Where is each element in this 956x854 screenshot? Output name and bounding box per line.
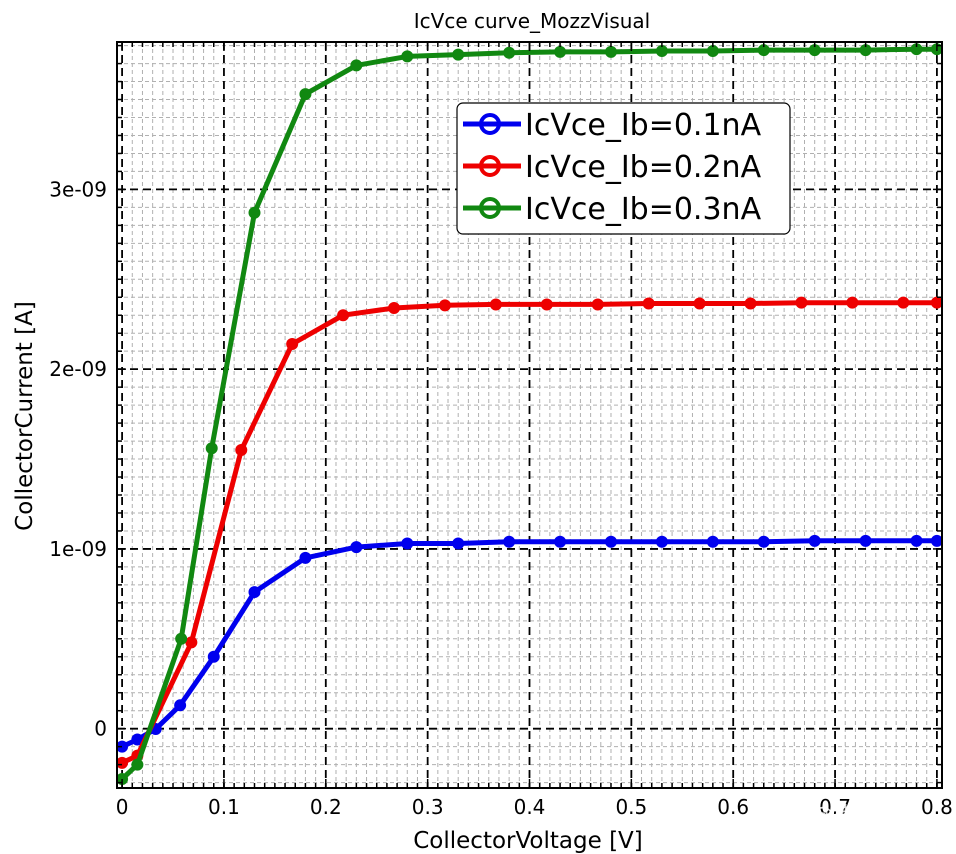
legend-swatch-marker [479, 197, 501, 219]
data-point [401, 537, 414, 550]
data-point [910, 534, 923, 547]
data-point [337, 309, 350, 322]
series-3 [116, 43, 943, 786]
data-point [175, 632, 188, 645]
plot-frame [116, 41, 943, 789]
x-tick-label: 0.8 [921, 795, 953, 819]
data-point [744, 297, 757, 310]
y-tick-label: 1e-09 [49, 537, 107, 561]
x-tick-label: 0.4 [514, 795, 546, 819]
data-point [706, 44, 719, 57]
legend-label: IcVce_Ib=0.2nA [525, 150, 762, 185]
data-point [554, 535, 567, 548]
data-point [930, 534, 943, 547]
data-point [388, 302, 401, 315]
data-point [452, 48, 465, 61]
data-point [604, 45, 617, 58]
data-point [489, 298, 502, 311]
x-tick-label: 0.5 [615, 795, 647, 819]
legend-swatch-marker [479, 113, 501, 135]
data-point [205, 442, 218, 455]
data-point [808, 534, 821, 547]
data-point [795, 296, 808, 309]
data-point [897, 296, 910, 309]
data-point [174, 699, 187, 712]
data-point [452, 537, 465, 550]
series-line [119, 538, 940, 750]
x-tick-label: 0 [116, 795, 129, 819]
data-point [286, 337, 299, 350]
data-point [642, 297, 655, 310]
x-tick-label: 0.1 [208, 795, 240, 819]
data-point [131, 758, 144, 771]
data-point [299, 551, 312, 564]
data-point [757, 535, 770, 548]
data-point [554, 45, 567, 58]
chart-title: IcVce curve_MozzVisual [414, 9, 650, 33]
data-point [438, 299, 451, 312]
data-point [655, 535, 668, 548]
series-1 [116, 534, 943, 753]
y-tick-label: 2e-09 [49, 357, 107, 381]
data-point [706, 535, 719, 548]
data-point [116, 756, 129, 769]
legend-swatch-marker [479, 155, 501, 177]
data-point [235, 444, 248, 457]
data-point [248, 206, 261, 219]
plot-series [116, 43, 943, 786]
x-tick-label: 0.6 [717, 795, 749, 819]
data-point [930, 296, 943, 309]
y-tick-label: 3e-09 [49, 177, 107, 201]
data-point [248, 586, 261, 599]
y-axis-title: CollectorCurrent [A] [12, 301, 38, 531]
data-point [693, 297, 706, 310]
legend-label: IcVce_Ib=0.1nA [525, 108, 762, 143]
x-tick-label: 0.7 [819, 795, 851, 819]
legend-label: IcVce_Ib=0.3nA [525, 192, 762, 227]
x-axis-title: CollectorVoltage [V] [413, 828, 643, 854]
data-point [185, 636, 198, 649]
data-point [655, 44, 668, 57]
data-point [591, 298, 604, 311]
series-line [119, 300, 940, 766]
data-point [207, 650, 220, 663]
data-point [859, 534, 872, 547]
data-point [350, 541, 363, 554]
data-point [299, 88, 312, 101]
x-tick-label: 0.2 [310, 795, 342, 819]
data-point [350, 59, 363, 72]
data-point [503, 535, 516, 548]
data-point [540, 298, 553, 311]
y-tick-label: 0 [94, 717, 107, 741]
watermark: 知乎 @懒小木 [755, 802, 907, 830]
legend-box [456, 102, 791, 235]
data-point [401, 50, 414, 63]
legend: IcVce_Ib=0.1nA IcVce_Ib=0.2nA IcVce_Ib=0.3… [456, 102, 791, 235]
axis-ticks: 0 0.1 0.2 0.3 0.4 0.5 0.6 0.7 0.8 0 1e-09 2e-09 3e-0… [49, 177, 953, 819]
data-point [846, 296, 859, 309]
series-2 [116, 296, 943, 769]
x-tick-label: 0.3 [412, 795, 444, 819]
data-point [503, 46, 516, 59]
data-point [604, 535, 617, 548]
